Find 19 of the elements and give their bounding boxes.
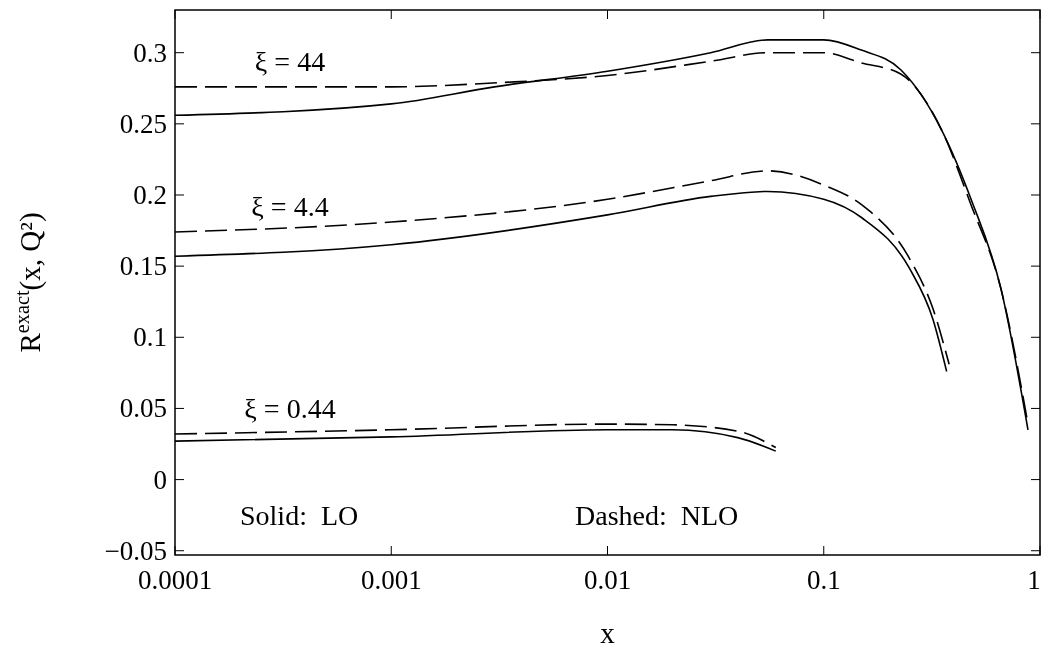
x-axis-title: x xyxy=(600,617,616,649)
y-tick-label: 0.3 xyxy=(133,37,167,68)
annotation: ξ = 0.44 xyxy=(244,393,336,425)
y-tick-label: 0.15 xyxy=(119,251,167,282)
annotation: Solid: LO xyxy=(240,500,359,531)
y-tick-label: 0 xyxy=(153,464,167,495)
y-tick-label: 0.25 xyxy=(119,108,167,139)
annotation: Dashed: NLO xyxy=(575,500,739,531)
y-tick-label: 0.2 xyxy=(133,179,167,210)
y-tick-label: 0.1 xyxy=(133,322,167,353)
annotation: ξ = 4.4 xyxy=(251,190,329,222)
x-tick-label: 0.0001 xyxy=(137,565,213,595)
y-tick-label: 0.05 xyxy=(119,393,167,424)
x-tick-label: 0.001 xyxy=(360,565,422,595)
annotation: ξ = 44 xyxy=(254,45,326,77)
x-tick-label: 0.01 xyxy=(583,565,632,595)
x-tick-label: 0.1 xyxy=(806,565,841,595)
y-tick-label: −0.05 xyxy=(104,535,167,566)
x-tick-label: 1 xyxy=(1027,565,1041,595)
